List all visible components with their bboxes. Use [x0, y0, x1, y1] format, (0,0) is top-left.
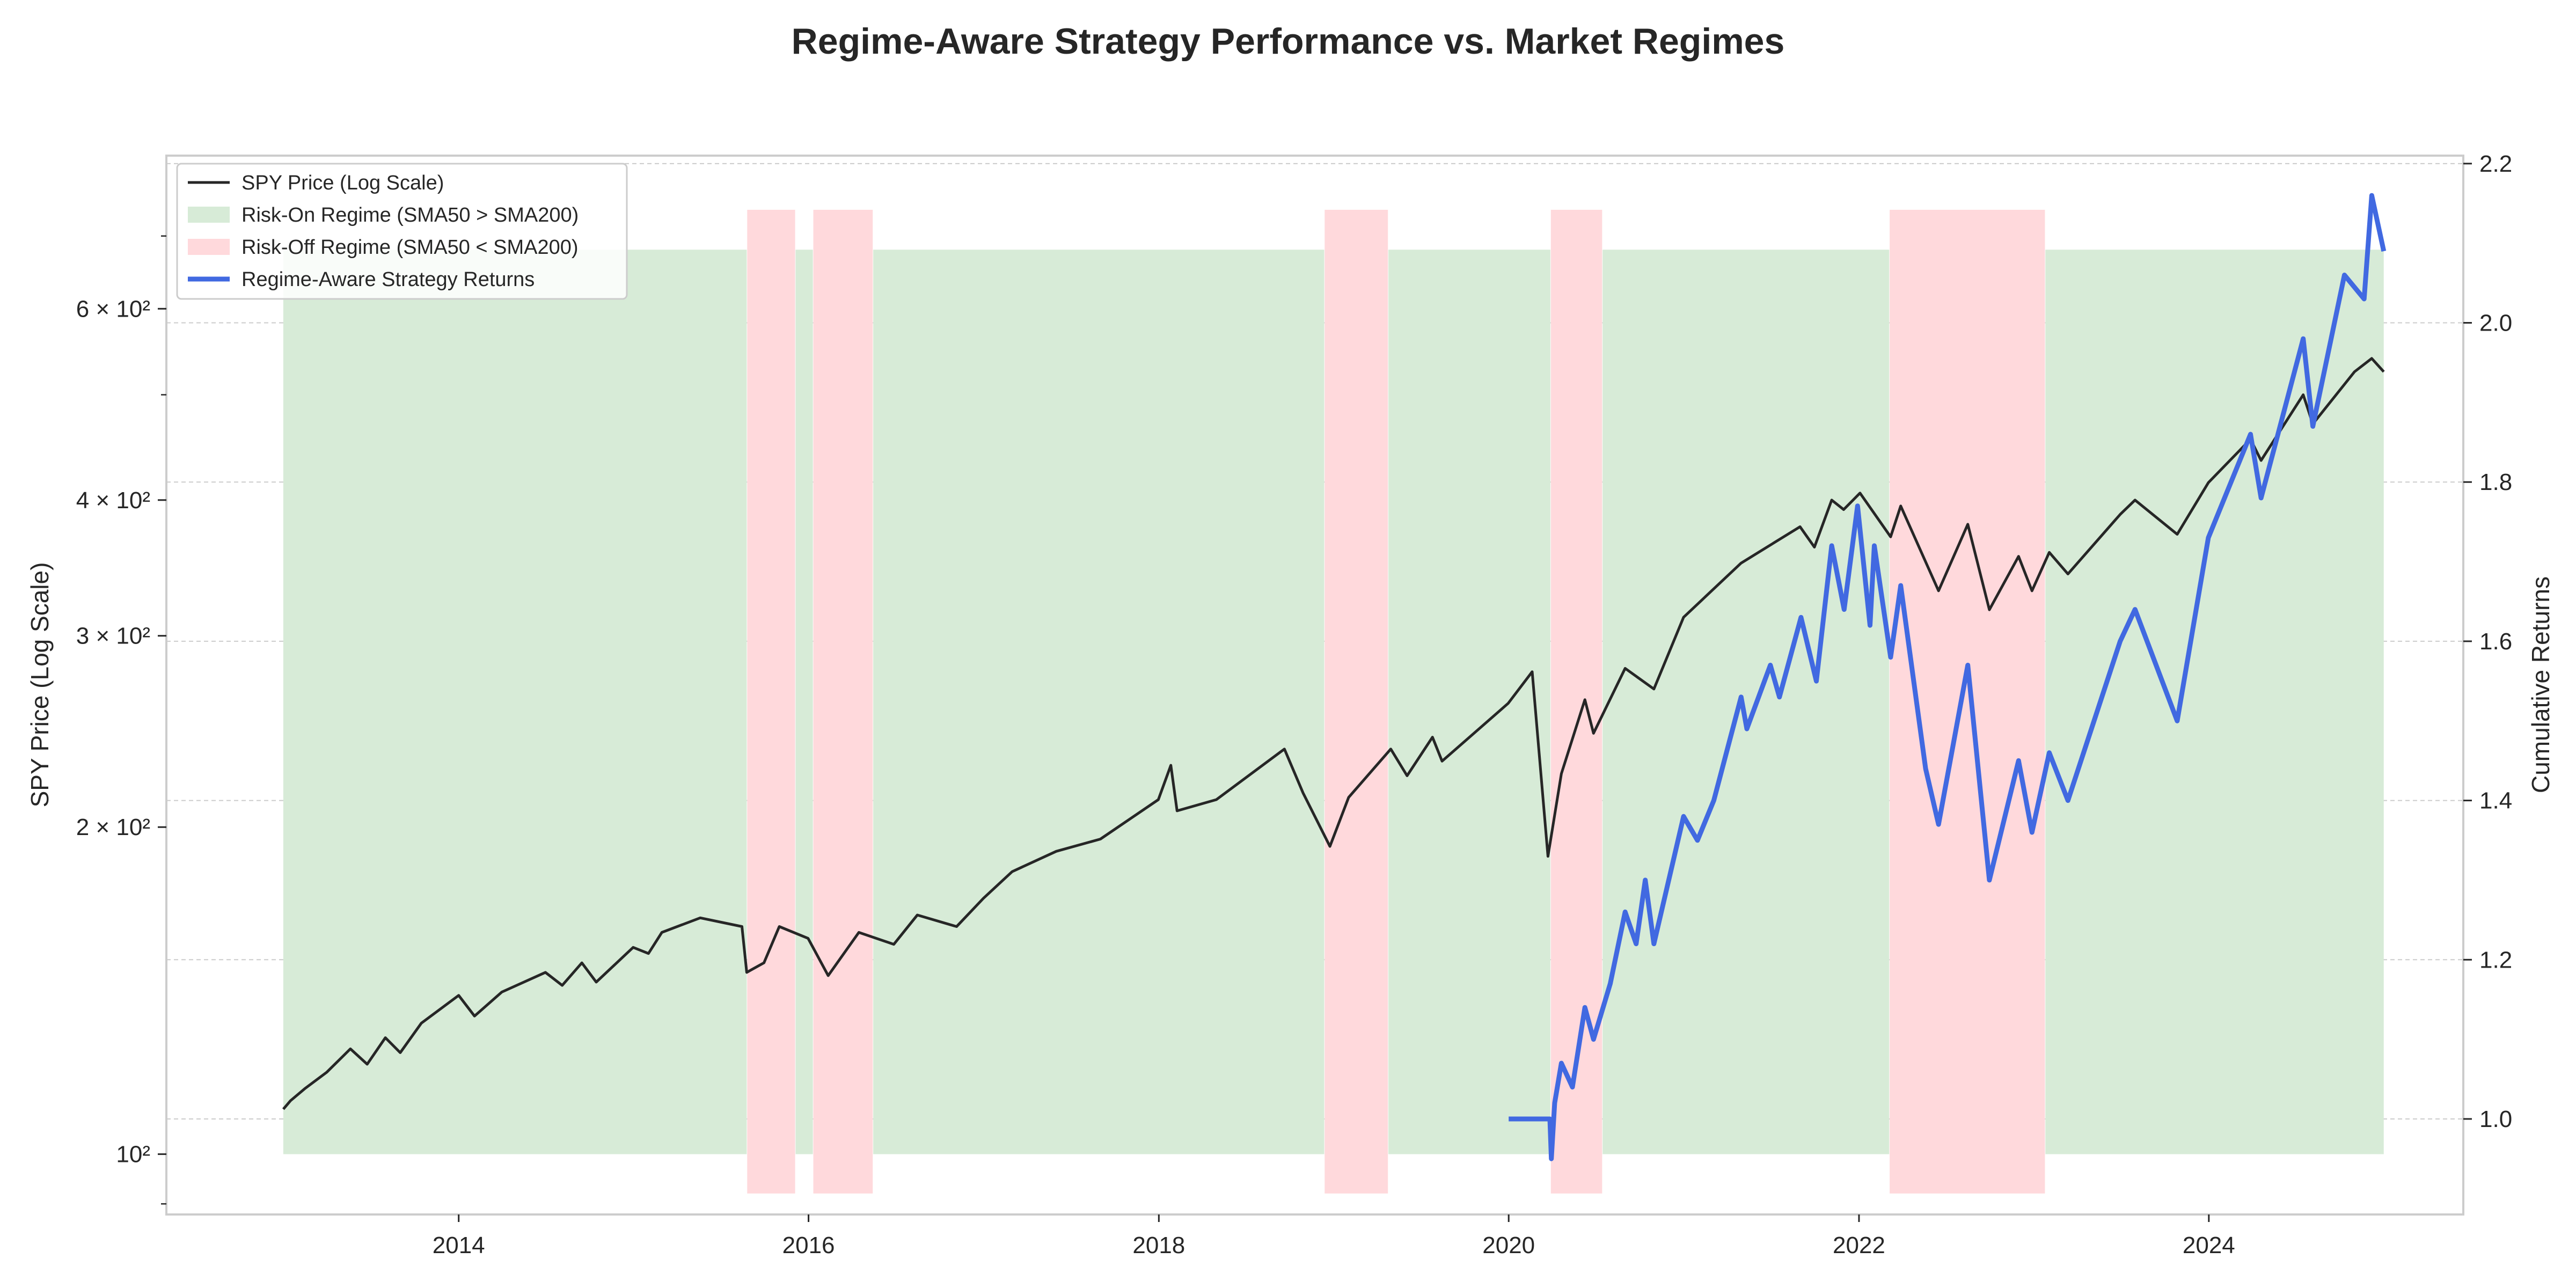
- y2-tick-label: 1.2: [2479, 947, 2512, 973]
- y2-axis-label: Cumulative Returns: [2527, 576, 2555, 793]
- legend: SPY Price (Log Scale) Risk-On Regime (SMA…: [176, 163, 628, 300]
- plot-series: [282, 193, 2387, 1161]
- risk-on-band: [2045, 250, 2384, 1154]
- x-tick-label: 2024: [2183, 1232, 2235, 1258]
- legend-swatch-risk_on: [188, 207, 230, 223]
- y-axis-label: SPY Price (Log Scale): [26, 562, 54, 808]
- y2-tick-label: 2.2: [2479, 151, 2512, 177]
- y-tick-label: 6 × 10²: [76, 296, 150, 322]
- plot-frame: [165, 155, 2464, 1216]
- y-tick-label: 10²: [116, 1141, 150, 1168]
- legend-label: Risk-Off Regime (SMA50 < SMA200): [241, 236, 579, 259]
- legend-label: Risk-On Regime (SMA50 > SMA200): [241, 204, 579, 226]
- y-tick-label: 2 × 10²: [76, 814, 150, 840]
- y-axis-right: 1.0 1.2 1.4 1.6 1.8 2.0 2.2: [2463, 151, 2512, 1132]
- y2-tick-label: 1.8: [2479, 469, 2512, 495]
- x-tick-label: 2016: [782, 1232, 835, 1258]
- y2-tick-label: 2.0: [2479, 310, 2512, 336]
- x-tick-label: 2022: [1833, 1232, 1885, 1258]
- x-tick-label: 2014: [433, 1232, 485, 1258]
- regime-bands: [283, 209, 2384, 1194]
- legend-box: [176, 163, 628, 300]
- y-tick-label: 3 × 10²: [76, 623, 150, 649]
- risk-off-band: [1324, 209, 1388, 1194]
- y2-tick-label: 1.4: [2479, 788, 2512, 814]
- spy-price-line: [282, 357, 2385, 1110]
- legend-label: SPY Price (Log Scale): [241, 172, 444, 194]
- legend-swatch-risk_off: [188, 239, 230, 255]
- risk-off-band: [1550, 209, 1602, 1194]
- y2-tick-label: 1.6: [2479, 628, 2512, 655]
- x-axis: 2014 2016 2018 2020 2022 2024: [433, 1214, 2235, 1258]
- x-tick-label: 2020: [1482, 1232, 1535, 1258]
- y2-tick-label: 1.0: [2479, 1106, 2512, 1132]
- risk-off-band: [747, 209, 795, 1194]
- y-axis-left: 10² 2 × 10² 3 × 10² 4 × 10² 6 × 10²: [76, 235, 166, 1205]
- risk-on-band: [795, 250, 813, 1154]
- strategy-returns-line: [1509, 193, 2387, 1161]
- risk-off-band: [1890, 209, 2045, 1194]
- risk-on-band: [873, 250, 1324, 1154]
- risk-on-band: [1602, 250, 1890, 1154]
- x-tick-label: 2018: [1132, 1232, 1185, 1258]
- risk-on-band: [1388, 250, 1550, 1154]
- risk-on-band: [283, 250, 747, 1154]
- risk-off-band: [813, 209, 873, 1194]
- y-tick-label: 4 × 10²: [76, 487, 150, 514]
- chart-title: Regime-Aware Strategy Performance vs. Ma…: [792, 21, 1785, 62]
- legend-label: Regime-Aware Strategy Returns: [241, 268, 535, 291]
